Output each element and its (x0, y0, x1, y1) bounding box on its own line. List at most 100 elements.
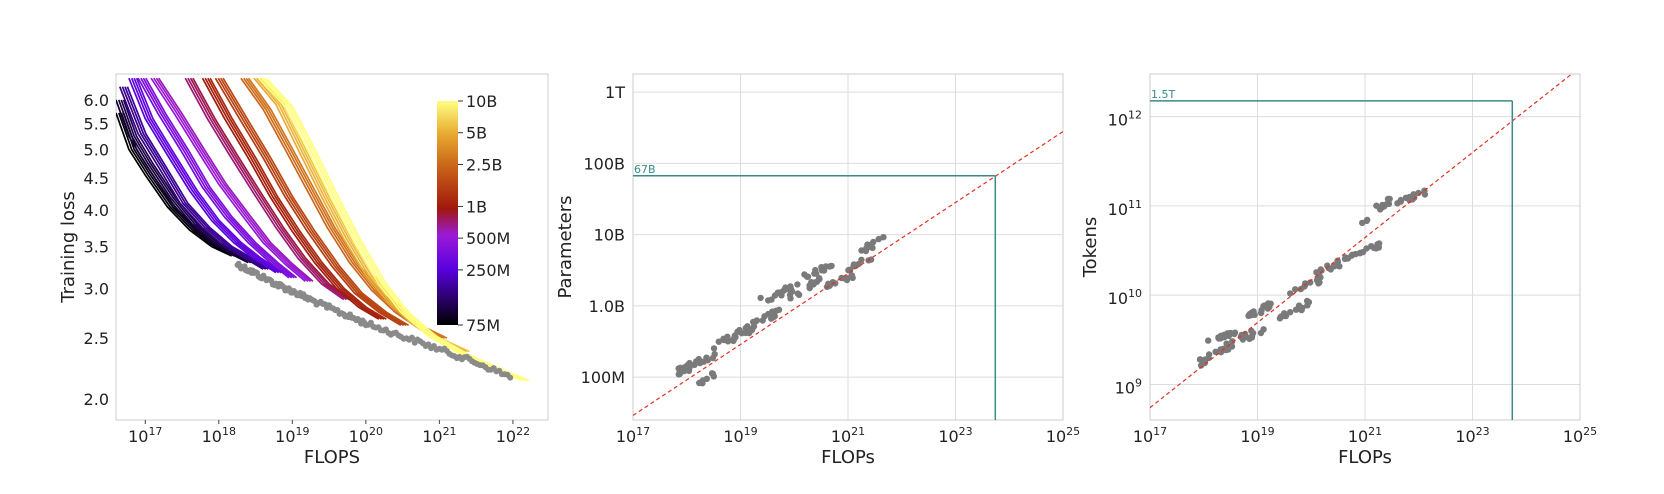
params-point (710, 345, 718, 352)
tokens-point (1330, 263, 1338, 270)
loss-curve (189, 77, 350, 301)
tokens-y-tick-label: 1011 (1108, 198, 1142, 219)
tokens-point (1287, 309, 1294, 316)
colorbar (437, 101, 458, 325)
loss-y-tick-label: 3.0 (84, 279, 109, 298)
params-point (875, 235, 882, 243)
loss-curve (150, 77, 306, 282)
tokens-y-ticks: 109 1010 1011 1012 (1108, 109, 1142, 398)
tokens-x-tick-label: 1019 (1240, 425, 1274, 446)
tokens-x-axis-label: FLOPs (1338, 447, 1392, 468)
params-point (813, 278, 821, 285)
params-x-tick-label: 1023 (938, 425, 972, 446)
tokens-y-tick-label: 1010 (1108, 287, 1142, 308)
loss-curve (217, 77, 405, 327)
params-point (786, 291, 794, 299)
colorbar-tick-label: 75M (466, 316, 500, 335)
loss-x-ticks: 1017 1018 1019 1020 1021 1022 (128, 420, 530, 446)
params-y-tick-label: 10B (594, 226, 625, 245)
tokens-point (1313, 277, 1321, 284)
loss-x-tick-label: 1021 (422, 425, 456, 446)
tokens-point (1243, 333, 1250, 341)
params-projection-label: 67B (634, 163, 656, 176)
loss-curve (128, 77, 277, 274)
loss-x-tick-label: 1019 (275, 425, 309, 446)
tokens-point (1287, 290, 1294, 297)
params-point (770, 313, 777, 321)
params-point (794, 281, 801, 288)
params-plot-frame (632, 73, 1064, 421)
tokens-point (1421, 191, 1429, 198)
tokens-point (1374, 241, 1381, 248)
colorbar-tick-label: 5B (466, 124, 487, 143)
loss-curve (157, 77, 314, 282)
tokens-point (1363, 217, 1370, 224)
tokens-point (1318, 267, 1325, 274)
params-point (691, 361, 698, 368)
params-projection: 67B (633, 163, 997, 420)
params-y-tick-label: 1T (605, 83, 625, 102)
loss-curve (263, 77, 527, 382)
tokens-point (1250, 308, 1257, 315)
params-x-tick-label: 1019 (723, 425, 757, 446)
loss-curve (116, 99, 249, 264)
params-point (757, 294, 764, 302)
tokens-point (1297, 285, 1305, 293)
params-x-ticks: 1017 1019 1021 1023 1025 (616, 425, 1080, 446)
loss-curve (135, 77, 285, 274)
tokens-point (1376, 204, 1383, 212)
params-point (812, 266, 819, 274)
tokens-plot-frame (1149, 73, 1581, 421)
loss-curve (219, 77, 407, 327)
loss-y-axis-label: Training loss (58, 191, 79, 304)
loss-envelope-points (234, 260, 514, 381)
params-point (869, 244, 876, 252)
loss-curve (201, 77, 380, 320)
tokens-point (1205, 337, 1212, 344)
params-y-axis-label: Parameters (555, 195, 576, 298)
colorbar-tick-label: 10B (466, 92, 497, 111)
loss-curve (184, 77, 345, 301)
tokens-point (1228, 343, 1236, 350)
params-point (858, 247, 865, 254)
params-point (765, 310, 772, 318)
tokens-point (1357, 249, 1364, 256)
loss-curve (116, 112, 233, 257)
colorbar-tick-label: 1B (466, 197, 487, 216)
params-point (829, 279, 836, 286)
loss-y-tick-label: 4.5 (84, 169, 109, 188)
tokens-point (1336, 263, 1343, 270)
tokens-point (1397, 198, 1405, 205)
params-fit-line (632, 131, 1064, 416)
tokens-x-tick-label: 1023 (1455, 425, 1489, 446)
params-point (700, 358, 707, 365)
params-point (838, 274, 845, 282)
params-chart: 67B 1017 1019 1021 1023 1025 100M 1.0B 10B 100B… (555, 73, 1080, 468)
params-grid (632, 74, 1064, 420)
loss-curve (119, 86, 264, 270)
params-x-tick-label: 1025 (1046, 425, 1080, 446)
loss-curve (140, 77, 293, 279)
loss-y-tick-label: 6.0 (84, 91, 109, 110)
loss-y-tick-label: 5.5 (84, 115, 109, 134)
params-x-tick-label: 1017 (616, 425, 650, 446)
loss-curve (142, 77, 295, 279)
params-point (684, 362, 691, 369)
loss-plot-frame (115, 73, 549, 421)
loss-x-tick-label: 1022 (496, 425, 530, 446)
colorbar-tick-label: 250M (466, 261, 510, 280)
tokens-point (1215, 334, 1222, 341)
params-point (743, 327, 751, 334)
params-y-tick-label: 100M (581, 368, 625, 387)
tokens-point (1305, 299, 1313, 306)
params-point (709, 370, 716, 377)
tokens-x-tick-label: 1021 (1348, 425, 1382, 446)
tokens-point (1381, 202, 1388, 209)
loss-curve (121, 86, 267, 270)
params-point (759, 317, 766, 324)
tokens-point (1325, 264, 1332, 272)
params-point (731, 332, 739, 339)
loss-curve (153, 77, 309, 282)
tokens-point (1349, 251, 1356, 258)
tokens-x-tick-label: 1017 (1133, 425, 1167, 446)
